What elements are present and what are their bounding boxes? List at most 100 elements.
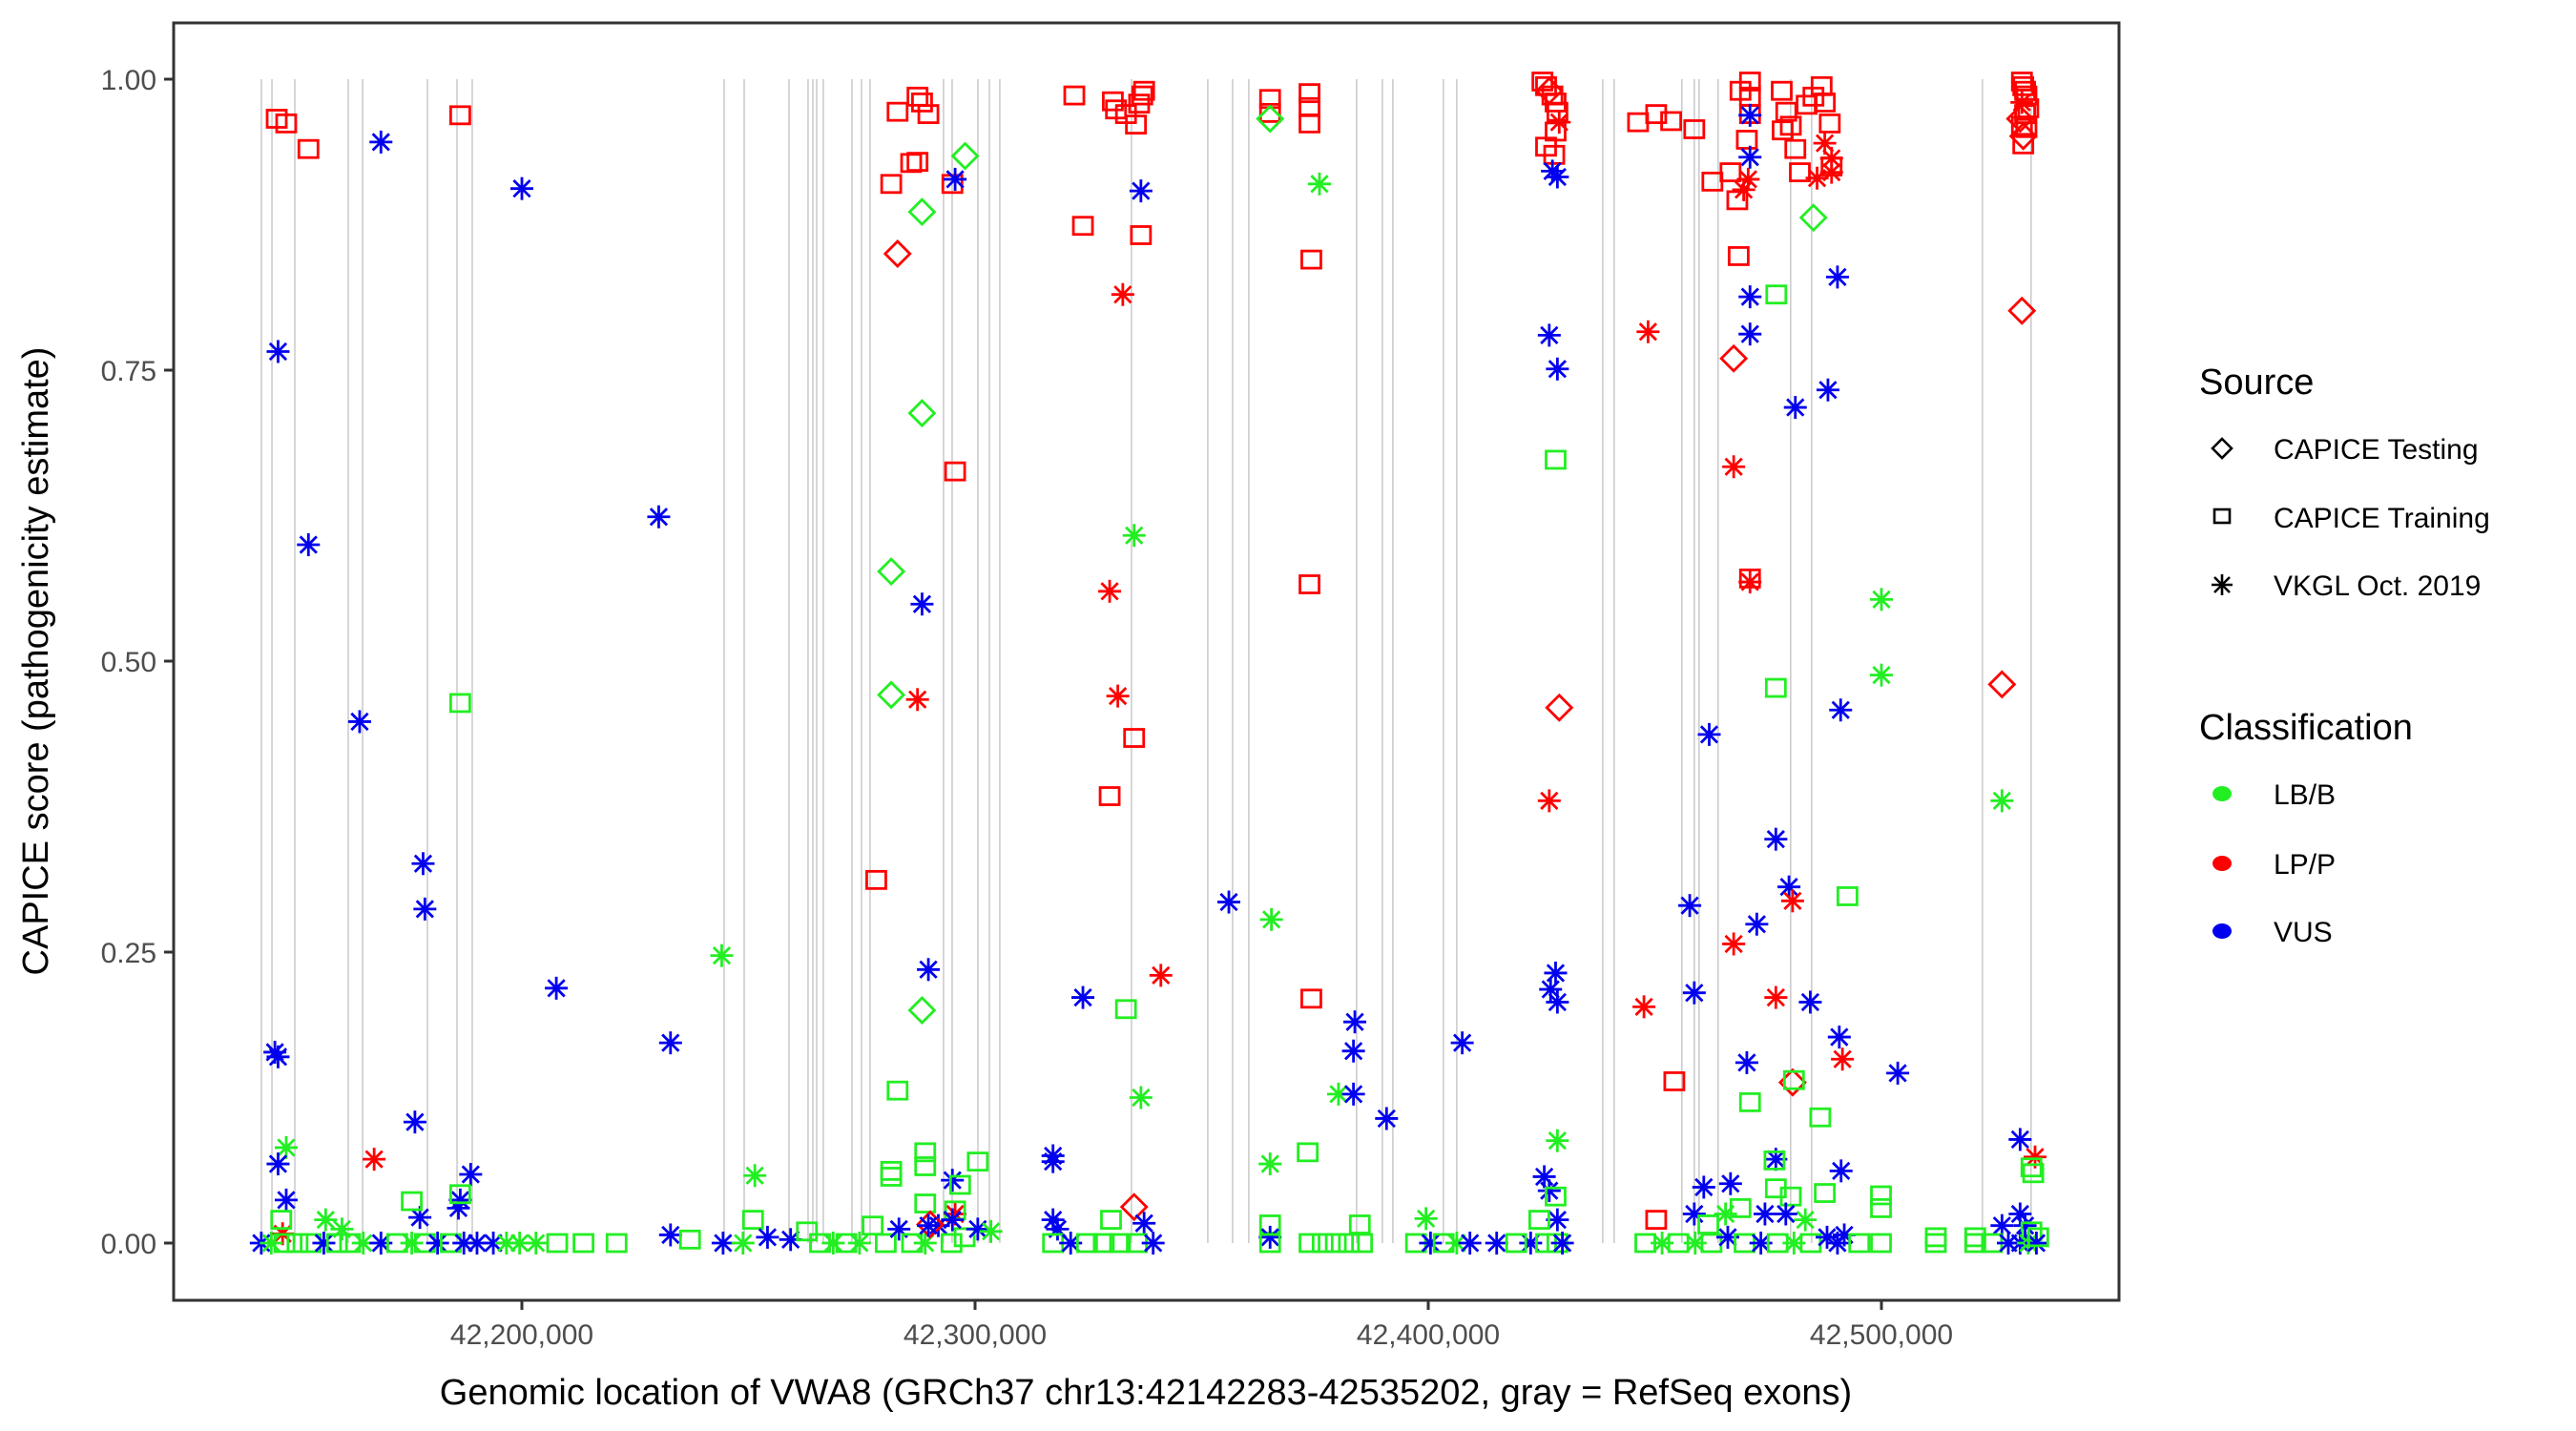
- point-vkgl-vus: [1692, 1175, 1715, 1199]
- point-training-lb: [1924, 1233, 1947, 1254]
- point-training-lb: [448, 1184, 471, 1205]
- point-vkgl-lp: [1831, 1047, 1855, 1071]
- y-tick-label: 1.00: [101, 65, 156, 96]
- point-training-lp: [865, 869, 887, 890]
- data-points: [249, 72, 2049, 1255]
- point-vkgl-lp: [1738, 570, 1762, 594]
- point-vkgl-vus: [1783, 396, 1807, 420]
- point-training-lb: [796, 1221, 819, 1242]
- point-training-lb: [1527, 1210, 1550, 1230]
- point-training-lb: [546, 1233, 569, 1254]
- point-training-lp: [906, 152, 929, 173]
- point-training-lb: [1814, 1183, 1837, 1203]
- point-vkgl-vus: [1764, 827, 1788, 851]
- point-vkgl-vus: [1816, 378, 1839, 402]
- point-testing-lb: [1798, 203, 1828, 233]
- point-training-lp: [1818, 113, 1841, 134]
- point-vkgl-vus: [910, 592, 934, 616]
- point-training-lp: [1814, 93, 1837, 113]
- point-training-lp: [1645, 104, 1668, 124]
- point-vkgl-vus: [266, 340, 290, 363]
- point-testing-lp: [1545, 693, 1574, 722]
- point-training-lp: [1131, 85, 1153, 106]
- legend-source-entry-testing: CAPICE Testing: [2211, 434, 2479, 466]
- point-vkgl-vus: [1738, 285, 1762, 309]
- point-vkgl-lp: [1736, 167, 1760, 191]
- point-vkgl-lb: [314, 1208, 338, 1232]
- point-vkgl-lb: [260, 1232, 283, 1255]
- x-tick-label: 42,300,000: [904, 1319, 1047, 1351]
- point-training-lp: [1779, 115, 1802, 136]
- x-axis-title: Genomic location of VWA8 (GRCh37 chr13:4…: [440, 1373, 1852, 1413]
- point-training-lb: [1348, 1214, 1371, 1234]
- point-vkgl-lb: [1546, 1129, 1569, 1152]
- point-vkgl-vus: [347, 710, 371, 734]
- dot-icon: [2212, 856, 2232, 871]
- point-training-lp: [1663, 1071, 1686, 1091]
- point-training-lb: [1075, 1233, 1098, 1254]
- point-vkgl-vus: [658, 1031, 682, 1055]
- point-vkgl-vus: [1886, 1061, 1910, 1085]
- point-training-lb: [1870, 1198, 1892, 1218]
- point-training-lb: [966, 1151, 989, 1172]
- point-vkgl-lb: [821, 1232, 845, 1255]
- point-training-lp: [1645, 1210, 1668, 1230]
- y-axis: 0.00 0.25 0.50 0.75 1.00: [101, 65, 174, 1260]
- point-vkgl-vus: [1129, 179, 1153, 203]
- point-training-lp: [2012, 134, 2035, 155]
- point-vkgl-lb: [1870, 663, 1893, 687]
- point-training-lb: [2020, 1157, 2043, 1178]
- point-vkgl-vus: [1041, 1150, 1065, 1173]
- point-training-lp: [1258, 102, 1281, 123]
- point-training-lp: [1683, 119, 1706, 139]
- point-training-lb: [401, 1191, 423, 1212]
- point-training-lp: [1726, 190, 1749, 211]
- point-training-lb: [572, 1233, 594, 1254]
- point-vkgl-vus: [1419, 1232, 1443, 1255]
- point-vkgl-lp: [1780, 889, 1804, 913]
- dot-icon: [2212, 786, 2232, 801]
- point-vkgl-vus: [1753, 1202, 1776, 1226]
- point-training-lb: [940, 1233, 963, 1254]
- y-tick-label: 0.25: [101, 938, 156, 969]
- x-tick-label: 42,200,000: [450, 1319, 593, 1351]
- point-training-lb: [2022, 1163, 2045, 1184]
- point-training-lb: [270, 1210, 293, 1230]
- point-training-lp: [1772, 120, 1794, 141]
- legend-classification: Classification LB/B LP/P VUS: [2199, 708, 2413, 948]
- point-vkgl-vus: [1343, 1010, 1367, 1034]
- point-training-lb: [880, 1167, 903, 1187]
- point-training-lp: [297, 138, 320, 159]
- point-testing-lb: [907, 996, 937, 1025]
- point-vkgl-lb: [330, 1217, 354, 1241]
- point-testing-lp: [2005, 104, 2035, 134]
- x-axis: 42,200,000 42,300,000 42,400,000 42,500,000: [450, 1300, 1953, 1351]
- point-vkgl-lb: [1308, 172, 1331, 196]
- point-training-lp: [1130, 225, 1153, 245]
- legend-classification-title: Classification: [2199, 708, 2413, 748]
- point-training-lp: [1738, 72, 1761, 92]
- point-vkgl-vus: [1682, 1202, 1706, 1226]
- point-vkgl-vus: [403, 1110, 426, 1134]
- point-training-lp: [1132, 80, 1155, 101]
- point-vkgl-lp: [1636, 320, 1660, 343]
- point-training-lb: [286, 1233, 309, 1254]
- point-training-lb: [1114, 999, 1137, 1020]
- point-vkgl-vus: [941, 1208, 965, 1232]
- point-training-lb: [273, 1233, 296, 1254]
- point-training-lp: [1063, 85, 1086, 106]
- point-vkgl-vus: [510, 176, 533, 200]
- point-training-lp: [906, 86, 929, 107]
- point-training-lb: [1738, 1091, 1761, 1112]
- point-vkgl-lb: [731, 1232, 755, 1255]
- point-vkgl-vus: [1715, 1225, 1739, 1249]
- point-vkgl-lp: [1722, 932, 1746, 956]
- point-training-lp: [2015, 85, 2038, 106]
- point-vkgl-lb: [1129, 1086, 1153, 1110]
- point-vkgl-vus: [1546, 990, 1569, 1014]
- point-vkgl-vus: [2008, 1128, 2032, 1151]
- point-training-lp: [2010, 115, 2033, 136]
- point-vkgl-lb: [743, 1164, 767, 1188]
- point-training-lb: [1870, 1185, 1892, 1206]
- legend-classification-label: LP/P: [2274, 849, 2336, 881]
